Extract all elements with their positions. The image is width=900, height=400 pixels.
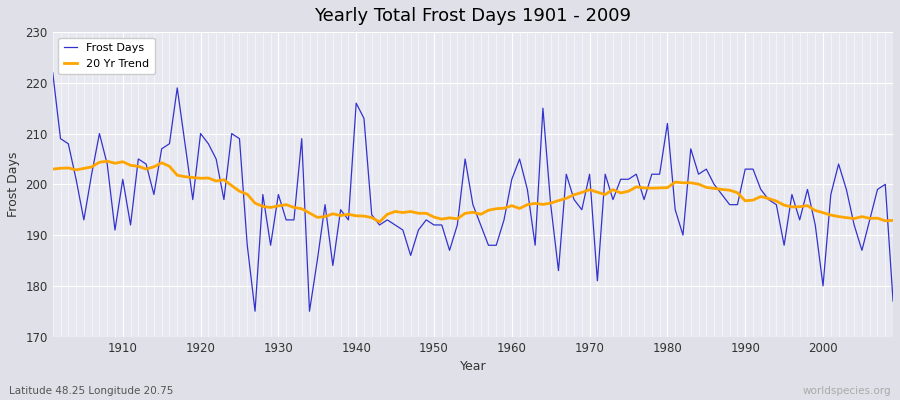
X-axis label: Year: Year [460, 360, 486, 373]
Line: Frost Days: Frost Days [53, 73, 893, 311]
Y-axis label: Frost Days: Frost Days [7, 152, 20, 217]
Frost Days [249, 309, 260, 314]
Frost Days [507, 177, 517, 182]
20 Yr Trend [102, 159, 112, 164]
Frost Days [514, 156, 525, 161]
20 Yr Trend [522, 202, 533, 207]
Frost Days [335, 207, 346, 212]
20 Yr Trend [48, 167, 58, 172]
20 Yr Trend [514, 206, 525, 211]
Frost Days [48, 70, 58, 75]
Frost Days [110, 228, 121, 232]
20 Yr Trend [289, 205, 300, 210]
Line: 20 Yr Trend: 20 Yr Trend [53, 161, 893, 222]
20 Yr Trend [887, 218, 898, 223]
Title: Yearly Total Frost Days 1901 - 2009: Yearly Total Frost Days 1901 - 2009 [314, 7, 632, 25]
Legend: Frost Days, 20 Yr Trend: Frost Days, 20 Yr Trend [58, 38, 155, 74]
Frost Days [608, 197, 618, 202]
Frost Days [289, 218, 300, 222]
20 Yr Trend [374, 220, 385, 224]
Text: Latitude 48.25 Longitude 20.75: Latitude 48.25 Longitude 20.75 [9, 386, 174, 396]
Frost Days [887, 299, 898, 304]
20 Yr Trend [335, 213, 346, 218]
20 Yr Trend [616, 190, 626, 195]
20 Yr Trend [117, 159, 128, 164]
Text: worldspecies.org: worldspecies.org [803, 386, 891, 396]
